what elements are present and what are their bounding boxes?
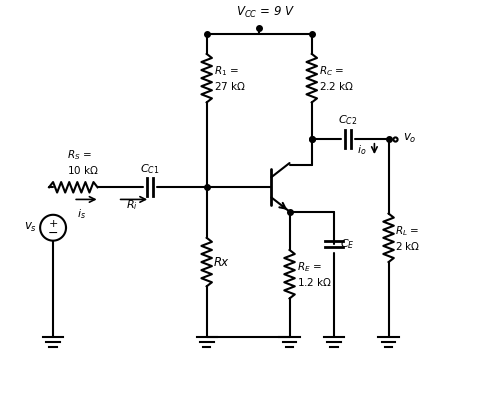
- Text: $V_{CC}$ = 9 V: $V_{CC}$ = 9 V: [236, 5, 295, 20]
- Text: −: −: [48, 227, 58, 240]
- Text: $R_S$ =
10 k$\Omega$: $R_S$ = 10 k$\Omega$: [67, 148, 99, 176]
- Text: $R_C$ =
2.2 k$\Omega$: $R_C$ = 2.2 k$\Omega$: [319, 64, 354, 92]
- Text: $R_E$ =
1.2 k$\Omega$: $R_E$ = 1.2 k$\Omega$: [297, 260, 331, 288]
- Text: $v_s$: $v_s$: [24, 221, 37, 234]
- Text: $i_o$: $i_o$: [357, 143, 366, 157]
- Text: $R_1$ =
27 k$\Omega$: $R_1$ = 27 k$\Omega$: [214, 64, 246, 92]
- Text: $v_o$: $v_o$: [402, 132, 416, 145]
- Text: $R_i$: $R_i$: [126, 199, 138, 212]
- Text: $C_{C1}$: $C_{C1}$: [141, 162, 160, 176]
- Text: +: +: [48, 219, 58, 229]
- Text: $R_L$ =
2 k$\Omega$: $R_L$ = 2 k$\Omega$: [395, 224, 420, 252]
- Text: Rx: Rx: [214, 256, 229, 268]
- Text: $i_s$: $i_s$: [77, 207, 86, 221]
- Text: $C_{C2}$: $C_{C2}$: [338, 114, 358, 127]
- Text: $C_E$: $C_E$: [340, 237, 355, 251]
